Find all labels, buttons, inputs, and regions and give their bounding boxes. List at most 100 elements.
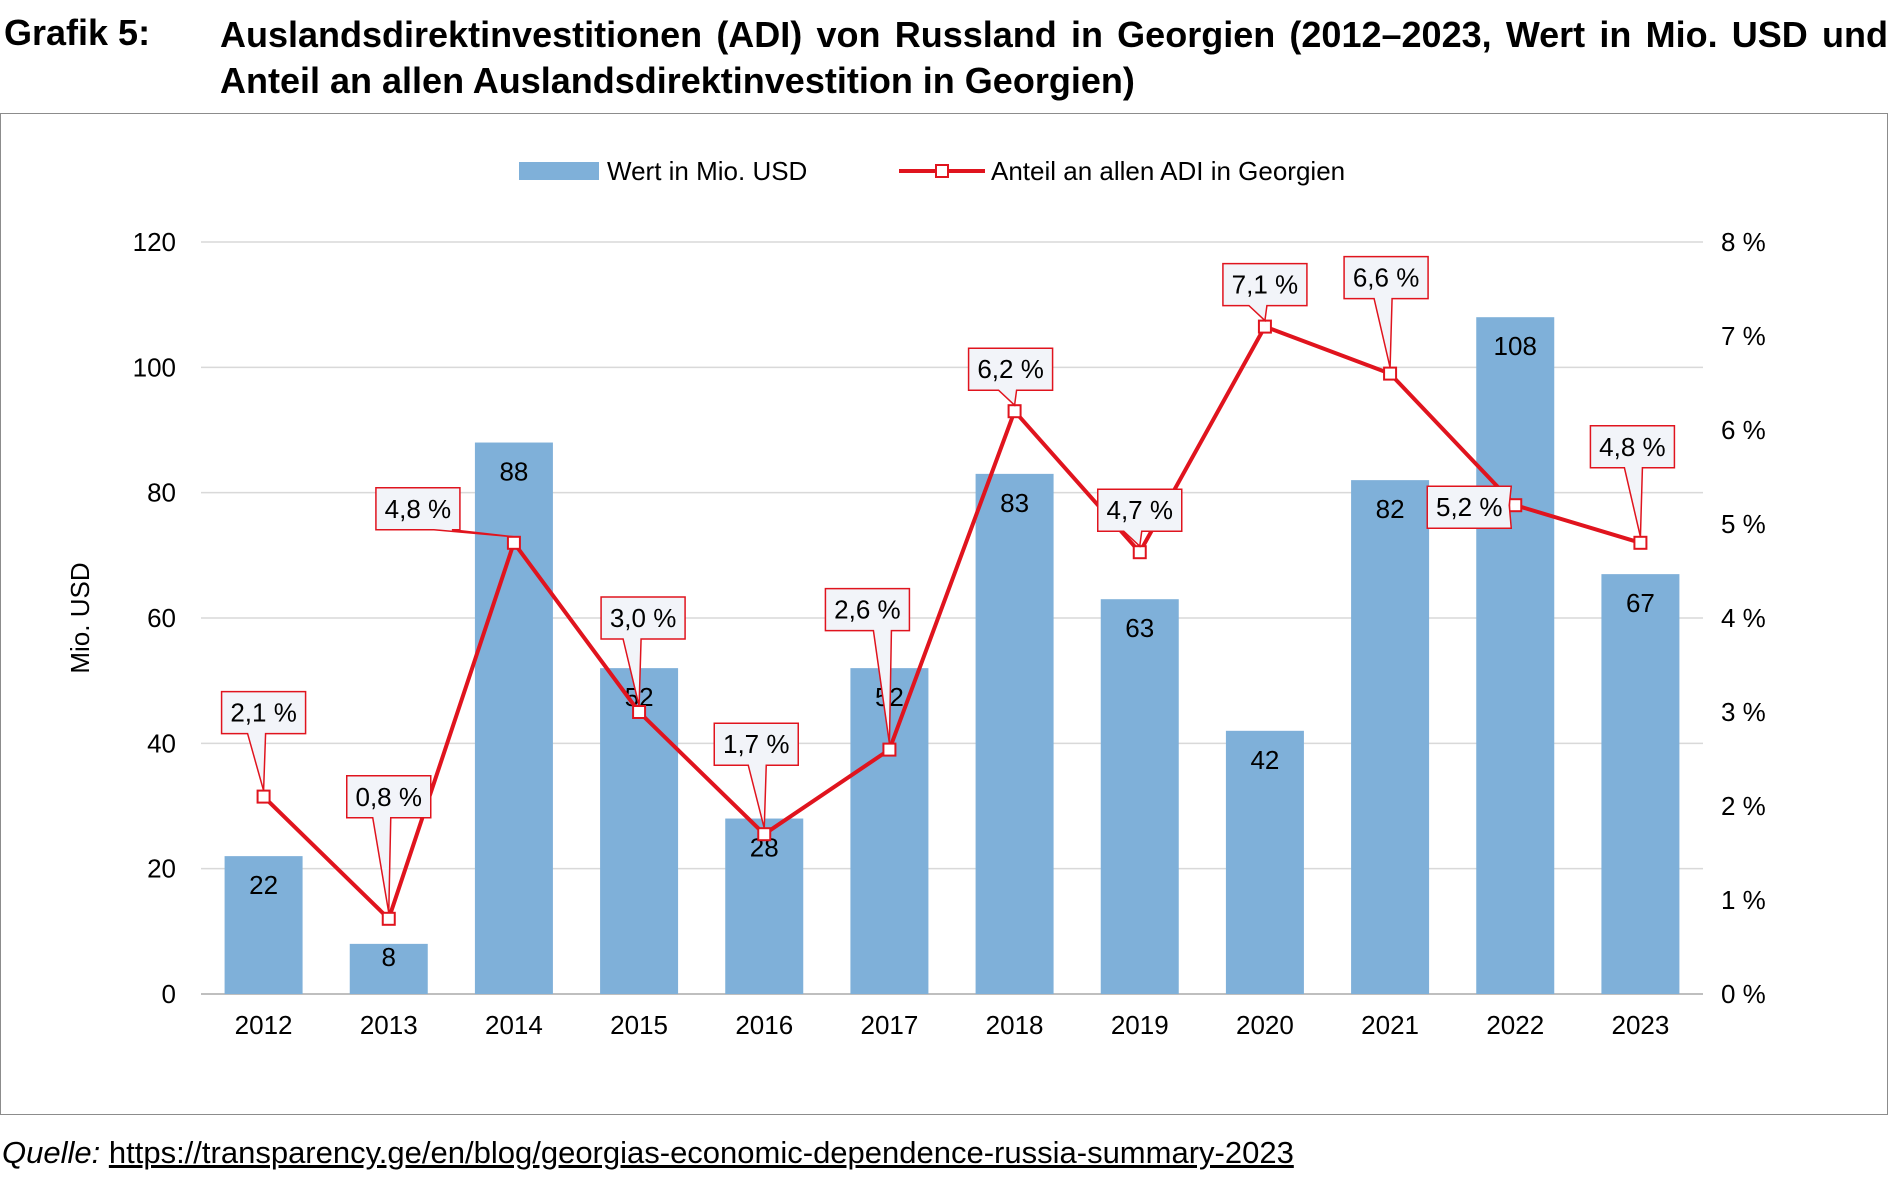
bar-value-label: 42 xyxy=(1250,745,1279,775)
figure-title: Auslandsdirektinvestitionen (ADI) von Ru… xyxy=(220,14,1888,101)
bar xyxy=(1476,317,1555,994)
line-value-label: 4,7 % xyxy=(1107,495,1174,525)
share-line xyxy=(262,324,1641,921)
legend: Wert in Mio. USD Anteil an allen ADI in G… xyxy=(519,156,1345,186)
x-tick-label: 2020 xyxy=(1236,1010,1294,1040)
line-series xyxy=(256,319,1648,926)
data-callout-box xyxy=(713,722,799,829)
data-callout-box xyxy=(1222,262,1308,323)
bar-series xyxy=(224,317,1680,995)
bar-value-label: 8 xyxy=(382,942,396,972)
line-marker xyxy=(757,827,772,842)
data-callout-box xyxy=(1097,488,1183,548)
line-value-label: 4,8 % xyxy=(1599,432,1666,462)
legend-swatch-bar xyxy=(519,162,599,180)
line-value-label: 1,7 % xyxy=(723,729,790,759)
bar xyxy=(1351,480,1430,995)
line-marker xyxy=(1257,319,1272,334)
y-tick-label: 60 xyxy=(147,603,176,633)
chart: 228885228528363428210867 2,1 %0,8 %4,8 %… xyxy=(65,156,1766,1040)
legend-marker-line xyxy=(935,164,949,178)
data-callout-box xyxy=(220,690,307,791)
x-tick-label: 2013 xyxy=(360,1010,418,1040)
line-value-label: 6,2 % xyxy=(977,354,1044,384)
data-callout-box xyxy=(346,775,432,913)
x-tick-label: 2018 xyxy=(986,1010,1044,1040)
line-marker xyxy=(506,535,521,550)
bar-value-label: 82 xyxy=(1376,494,1405,524)
y2-tick-label: 2 % xyxy=(1721,791,1766,821)
bar-value-label: 22 xyxy=(249,870,278,900)
y-tick-label: 20 xyxy=(147,854,176,884)
y-tick-label: 120 xyxy=(133,227,176,257)
line-value-label: 2,6 % xyxy=(834,595,901,625)
data-callout-box xyxy=(1343,255,1429,368)
line-marker xyxy=(632,705,647,719)
data-callout-box xyxy=(600,596,686,707)
x-tick-label: 2012 xyxy=(235,1010,293,1040)
y-axis-title: Mio. USD xyxy=(65,562,95,673)
bar-value-label: 108 xyxy=(1494,331,1537,361)
data-callout-box xyxy=(1589,425,1676,537)
line-marker xyxy=(1007,404,1022,419)
bar-value-label: 88 xyxy=(499,457,528,487)
line-marker xyxy=(1633,535,1648,550)
y2-tick-label: 0 % xyxy=(1721,979,1766,1009)
line-value-label: 6,6 % xyxy=(1353,263,1420,293)
y2-tick-label: 8 % xyxy=(1721,227,1766,257)
bar xyxy=(1100,599,1179,994)
bar-value-label: 83 xyxy=(1000,488,1029,518)
source-note: Quelle: https://transparency.ge/en/blog/… xyxy=(2,1135,1294,1171)
data-callout-box xyxy=(824,587,911,744)
data-callout-box xyxy=(1426,485,1513,529)
line-marker xyxy=(1132,545,1147,560)
axes: 0 20 40 60 80 100 120 0 % 1 % 2 % 3 % 4 % 5 % 6 % 7 % 8… xyxy=(65,227,1766,1040)
bar xyxy=(474,442,553,994)
line-marker xyxy=(381,911,396,926)
y-tick-label: 100 xyxy=(133,352,176,382)
y-tick-label: 0 xyxy=(162,979,176,1009)
bar xyxy=(600,668,679,994)
line-marker xyxy=(882,742,897,757)
bar xyxy=(975,473,1054,994)
figure-label: Grafik 5: xyxy=(4,12,151,53)
x-tick-label: 2014 xyxy=(485,1010,543,1040)
y2-tick-label: 6 % xyxy=(1721,415,1766,445)
line-value-label: 5,2 % xyxy=(1436,492,1503,522)
line-value-label: 3,0 % xyxy=(610,603,677,633)
line-marker xyxy=(1383,366,1398,381)
source-link[interactable]: https://transparency.ge/en/blog/georgias… xyxy=(108,1135,1294,1170)
y2-tick-label: 4 % xyxy=(1721,603,1766,633)
bar-value-label: 63 xyxy=(1125,613,1154,643)
line-value-label: 0,8 % xyxy=(356,782,423,812)
x-tick-label: 2021 xyxy=(1361,1010,1419,1040)
line-value-label: 4,8 % xyxy=(385,494,452,524)
y-tick-label: 80 xyxy=(147,478,176,508)
y2-tick-label: 7 % xyxy=(1721,321,1766,351)
x-tick-label: 2016 xyxy=(735,1010,793,1040)
y2-tick-label: 1 % xyxy=(1721,885,1766,915)
x-tick-label: 2019 xyxy=(1111,1010,1169,1040)
bar xyxy=(349,943,428,994)
y-tick-label: 40 xyxy=(147,728,176,758)
line-value-label: 7,1 % xyxy=(1232,270,1299,300)
line-marker xyxy=(1508,498,1523,513)
bar xyxy=(725,818,804,994)
x-tick-label: 2023 xyxy=(1611,1010,1669,1040)
bar xyxy=(1225,730,1304,994)
bar xyxy=(224,856,303,994)
data-callout-box xyxy=(967,347,1054,407)
source-prefix: Quelle: xyxy=(2,1135,101,1170)
x-tick-label: 2017 xyxy=(860,1010,918,1040)
legend-label-bar: Wert in Mio. USD xyxy=(607,156,807,186)
line-data-labels: 2,1 % 0,8 % 4,8 % 3,0 % 1,7 % 2,6 % 6,2 % 4,7 %… xyxy=(220,255,1676,913)
bar xyxy=(1601,574,1680,994)
line-value-label: 2,1 % xyxy=(230,698,297,728)
y2-tick-label: 3 % xyxy=(1721,697,1766,727)
data-callout-box xyxy=(375,487,515,538)
chart-frame: 228885228528363428210867 2,1 %0,8 %4,8 %… xyxy=(0,113,1888,1115)
bar-data-labels: 228885228528363428210867 xyxy=(249,331,1655,972)
y2-tick-label: 5 % xyxy=(1721,509,1766,539)
bar-value-label: 67 xyxy=(1626,588,1655,618)
legend-label-line: Anteil an allen ADI in Georgien xyxy=(991,156,1345,186)
